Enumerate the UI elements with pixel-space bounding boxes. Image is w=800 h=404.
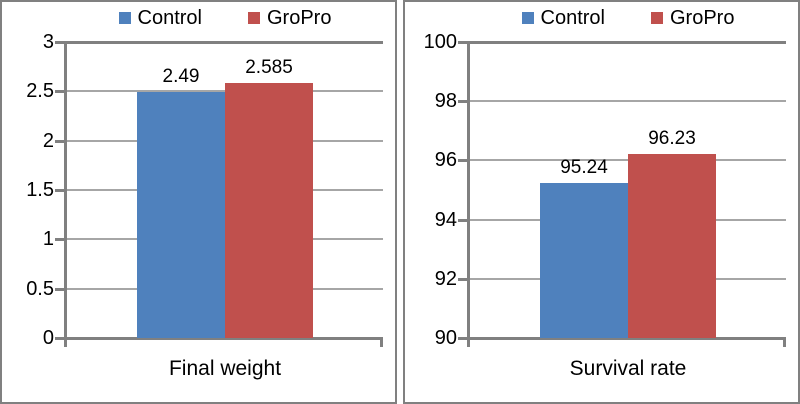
legend-item-control: Control — [118, 6, 202, 30]
plot-top-border — [470, 41, 786, 44]
category-label: Survival rate — [569, 357, 687, 380]
legend-label-gropro: GroPro — [267, 7, 332, 29]
y-axis-tick — [55, 189, 64, 192]
y-axis-tick — [458, 277, 467, 281]
legend-swatch-gropro — [248, 12, 260, 24]
bar-gropro — [225, 82, 313, 338]
bar-gropro — [628, 153, 716, 338]
legend-label-control: Control — [137, 7, 202, 29]
legend-swatch-gropro — [651, 12, 663, 24]
y-tick-label: 2 — [42, 129, 54, 152]
data-label-control: 2.49 — [162, 66, 200, 88]
plot-top-border — [67, 41, 383, 44]
category-label: Final weight — [168, 357, 282, 380]
y-tick-label: 0 — [42, 327, 54, 349]
x-axis-line — [470, 337, 786, 340]
chart-panel-final-weight: Control GroPro 0 0.5 1 1.5 2 2.5 3 2.49 2.585 Final… — [0, 0, 397, 404]
y-axis-tick — [458, 337, 467, 340]
y-axis-tick — [458, 218, 467, 222]
legend-swatch-control — [118, 12, 131, 24]
legend-item-control: Control — [521, 6, 605, 30]
y-axis-tick — [458, 100, 467, 104]
legend-label-gropro: GroPro — [670, 7, 735, 29]
y-tick-label: 1 — [42, 228, 54, 251]
y-axis-tick — [55, 238, 64, 242]
y-axis-line — [64, 41, 67, 347]
x-axis-end-tick — [783, 340, 786, 347]
y-axis-tick — [55, 337, 64, 340]
x-axis-line — [67, 337, 383, 340]
y-tick-label: 98 — [434, 90, 457, 113]
data-label-gropro: 2.585 — [245, 56, 293, 78]
y-axis-tick — [458, 41, 467, 44]
legend-item-gropro: GroPro — [651, 6, 734, 30]
data-label-control: 95.24 — [560, 156, 608, 178]
y-tick-label: 100 — [423, 31, 457, 53]
y-tick-label: 94 — [434, 208, 457, 231]
bar-control — [540, 182, 628, 338]
y-axis-tick — [55, 90, 64, 94]
y-tick-label: 90 — [434, 327, 457, 349]
bar-control — [137, 92, 225, 338]
y-axis-tick — [55, 287, 64, 291]
y-tick-label: 92 — [434, 267, 457, 290]
y-axis-tick — [458, 159, 467, 163]
legend: Control GroPro — [67, 6, 383, 30]
x-axis-end-tick — [380, 340, 383, 347]
legend-label-control: Control — [540, 7, 605, 29]
y-axis-tick — [55, 139, 64, 143]
y-tick-label: 96 — [434, 149, 457, 172]
legend-item-gropro: GroPro — [248, 6, 331, 30]
data-label-gropro: 96.23 — [648, 127, 696, 149]
gridline — [470, 100, 786, 103]
legend-swatch-control — [521, 12, 534, 24]
y-tick-label: 1.5 — [26, 179, 54, 201]
y-tick-label: 3 — [42, 31, 54, 53]
y-axis-line — [467, 41, 470, 347]
y-tick-label: 2.5 — [26, 80, 54, 103]
y-tick-label: 0.5 — [26, 277, 54, 300]
y-axis-tick — [55, 41, 64, 44]
legend: Control GroPro — [470, 6, 786, 30]
chart-panel-survival-rate: Control GroPro 90 92 94 96 98 100 95.24 96.23 Surv… — [403, 0, 800, 404]
